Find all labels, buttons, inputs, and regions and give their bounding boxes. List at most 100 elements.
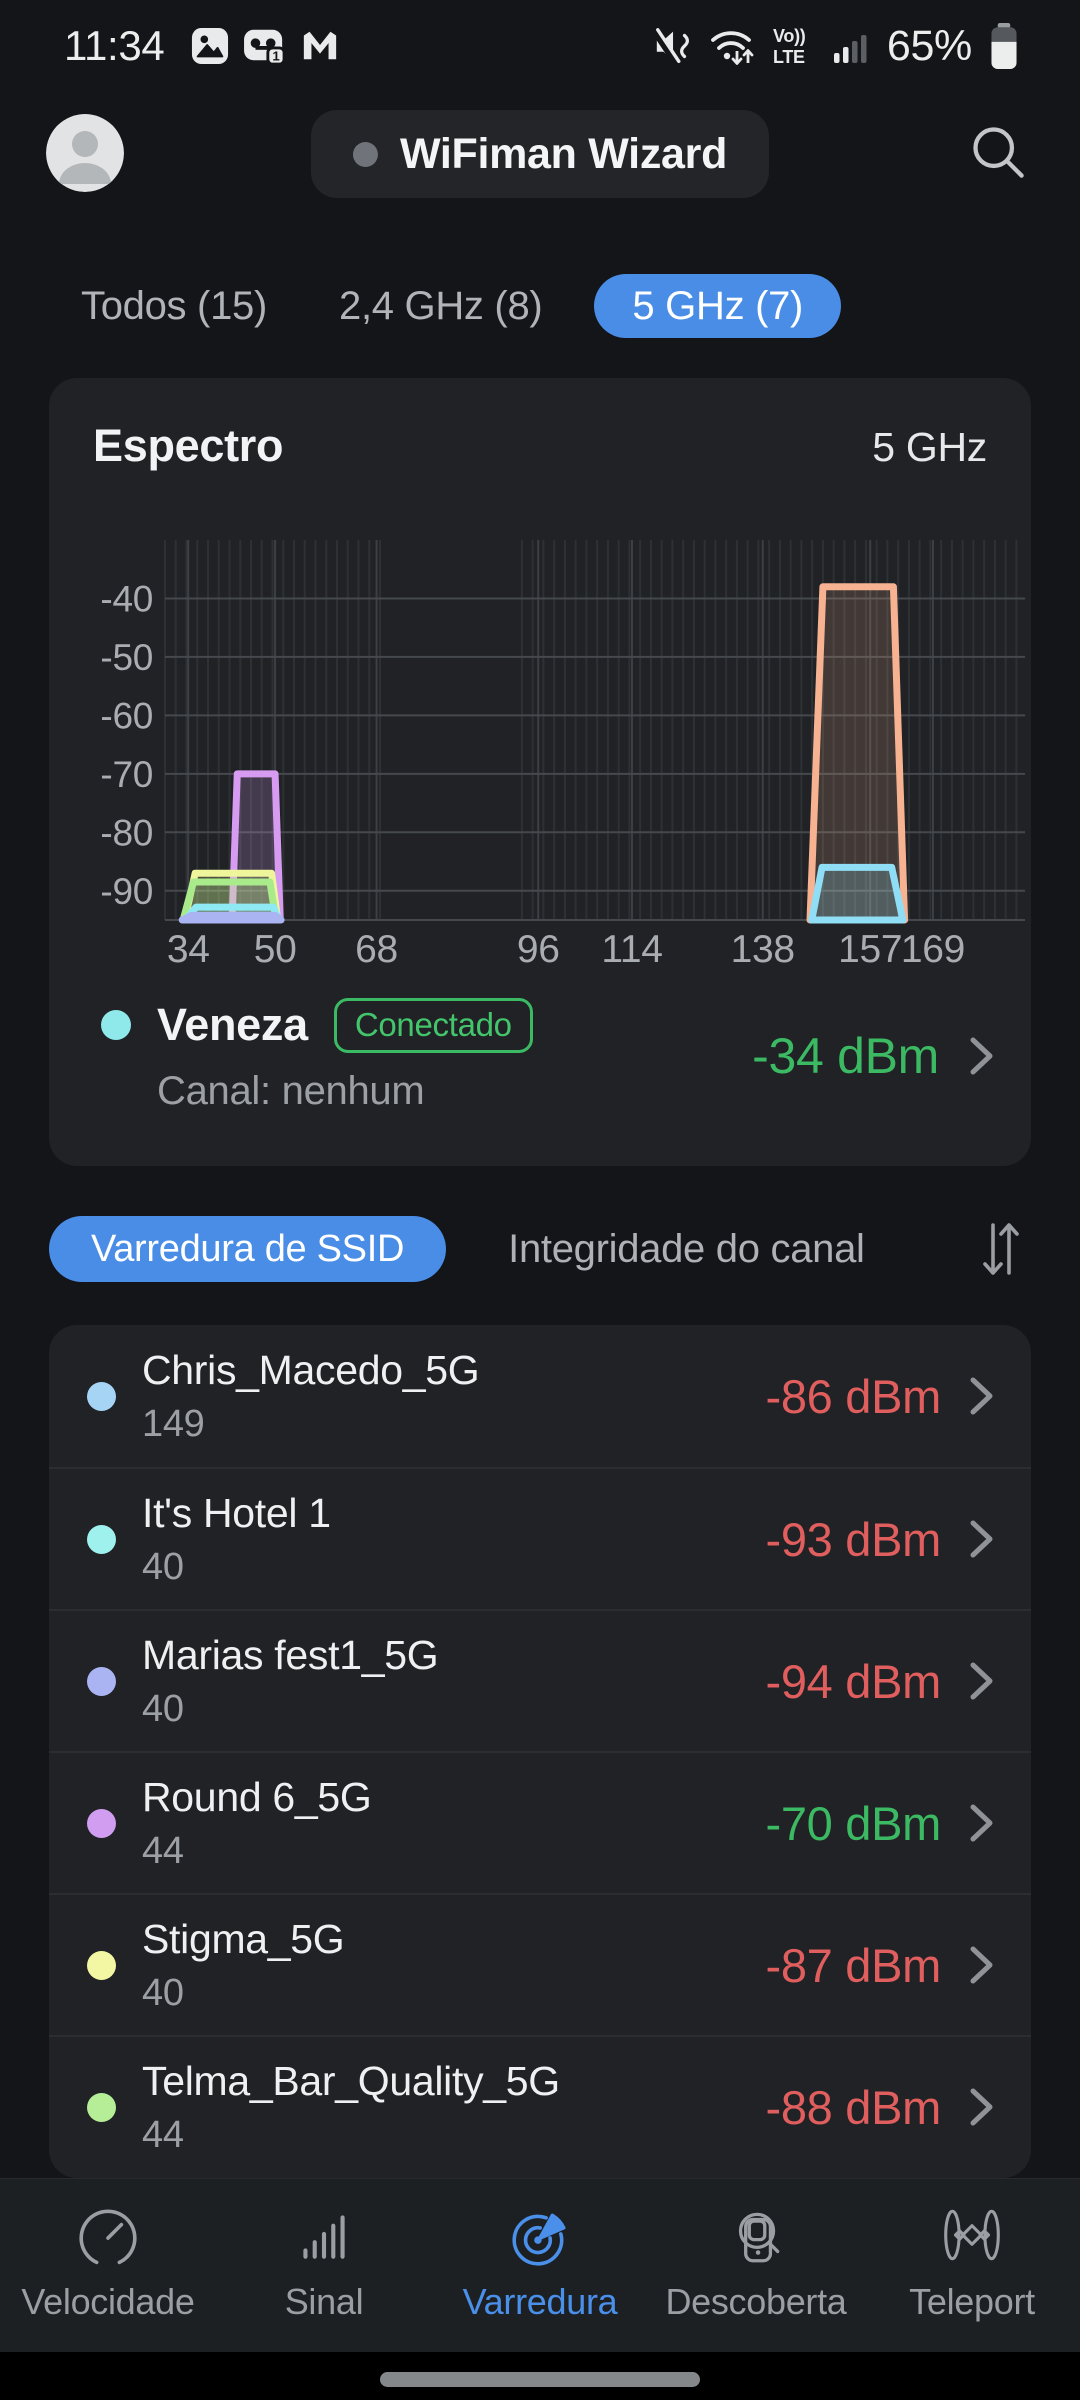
network-dot-icon <box>87 1381 116 1411</box>
spectrum-card-header: Espectro 5 GHz <box>93 420 987 472</box>
network-info: Round 6_5G 44 <box>142 1774 372 1873</box>
nav-label: Teleport <box>909 2281 1035 2322</box>
chevron-right-icon <box>970 1946 993 1984</box>
chevron-right-icon <box>970 1520 993 1558</box>
spectrum-card: Espectro 5 GHz -40 -50 -60 -70 -80 -90 34 50 68 9… <box>49 378 1031 1166</box>
radar-icon <box>507 2203 573 2269</box>
network-signal: -70 dBm <box>765 1796 941 1850</box>
network-signal: -87 dBm <box>765 1938 941 1992</box>
wifi-arrows-icon <box>710 31 754 65</box>
nav-item-teleport[interactable]: Teleport <box>864 2179 1080 2353</box>
y-axis-tick: -50 <box>100 637 153 678</box>
nav-label: Varredura <box>462 2281 618 2322</box>
gesture-area <box>0 2352 1080 2400</box>
svg-text:Vo)): Vo)) <box>773 26 806 46</box>
network-ssid: Round 6_5G <box>142 1773 372 1820</box>
network-row-stigma-5g[interactable]: Stigma_5G 40 -87 dBm <box>49 1893 1031 2035</box>
network-dot-icon <box>87 1524 116 1554</box>
network-ssid: It's Hotel 1 <box>142 1489 331 1536</box>
x-axis-tick: 50 <box>254 928 297 971</box>
network-row-round-6-5g[interactable]: Round 6_5G 44 -70 dBm <box>49 1751 1031 1893</box>
connected-network-row[interactable]: Veneza Conectado Canal: nenhum -34 dBm <box>101 974 995 1138</box>
x-axis-tick: 138 <box>731 928 795 971</box>
notification-icons: 1 <box>191 26 339 66</box>
discover-icon <box>723 2203 789 2269</box>
network-channel: 40 <box>142 1971 184 2014</box>
speedometer-icon <box>75 2203 141 2269</box>
network-ssid: Chris_Macedo_5G <box>142 1346 480 1393</box>
network-info: Stigma_5G 40 <box>142 1915 345 2015</box>
y-axis-tick: -70 <box>100 754 153 795</box>
network-signal: -86 dBm <box>765 1369 941 1423</box>
network-signal: -94 dBm <box>765 1654 941 1708</box>
battery-percent: 65% <box>886 21 972 70</box>
device-selector[interactable]: WiFiman Wizard <box>310 110 770 198</box>
network-ssid: Stigma_5G <box>142 1915 345 1962</box>
network-signal: -93 dBm <box>765 1512 941 1566</box>
teleport-icon <box>939 2203 1005 2269</box>
x-axis-tick: 169 <box>901 928 965 971</box>
x-axis-tick: 157 <box>838 928 902 971</box>
connected-badge: Conectado <box>333 998 533 1053</box>
tab-todos-15[interactable]: Todos (15) <box>81 283 267 328</box>
signal-bars-icon <box>291 2203 357 2269</box>
network-info: Telma_Bar_Quality_5G 44 <box>142 2058 560 2157</box>
chevron-right-icon <box>970 2088 993 2126</box>
gallery-notification-icon <box>191 27 228 65</box>
nav-label: Velocidade <box>21 2281 195 2322</box>
x-axis-tick: 34 <box>167 928 210 971</box>
clock: 11:34 <box>64 22 165 69</box>
nav-item-sinal[interactable]: Sinal <box>216 2179 432 2353</box>
nav-item-varredura[interactable]: Varredura <box>432 2179 648 2353</box>
network-row-telma-bar-quality-5g[interactable]: Telma_Bar_Quality_5G 44 -88 dBm <box>49 2035 1031 2177</box>
chevron-right-icon <box>970 1377 993 1415</box>
sort-button[interactable] <box>978 1216 1024 1282</box>
network-channel: 40 <box>142 1545 184 1588</box>
search-button[interactable] <box>968 122 1028 182</box>
network-channel: 149 <box>142 1402 205 1445</box>
network-info: It's Hotel 1 40 <box>142 1490 331 1589</box>
network-dot-icon <box>101 1010 131 1041</box>
connected-signal-value: -34 dBm <box>752 1028 939 1084</box>
gmail-notification-icon <box>303 31 336 60</box>
network-dot-icon <box>87 1808 116 1838</box>
y-axis-tick: -60 <box>100 695 153 736</box>
x-axis-tick: 114 <box>601 928 662 971</box>
network-ssid: Telma_Bar_Quality_5G <box>142 2057 560 2104</box>
network-row-it-s-hotel-1[interactable]: It's Hotel 1 40 -93 dBm <box>49 1467 1031 1609</box>
band-tabs: Todos (15) 2,4 GHz (8) 5 GHz (7) <box>81 270 1020 342</box>
spectrum-title: Espectro <box>93 420 284 471</box>
battery-icon <box>991 23 1017 69</box>
nav-label: Descoberta <box>665 2281 847 2322</box>
network-row-chris-macedo-5g[interactable]: Chris_Macedo_5G 149 -86 dBm <box>49 1325 1031 1467</box>
voicemail-notification-icon: 1 <box>243 29 285 66</box>
network-signal: -88 dBm <box>765 2080 941 2134</box>
network-dot-icon <box>87 1950 116 1980</box>
home-indicator[interactable] <box>380 2372 700 2387</box>
nav-item-velocidade[interactable]: Velocidade <box>0 2179 216 2353</box>
x-axis-tick: 96 <box>517 928 560 971</box>
tab-5-ghz-7[interactable]: 5 GHz (7) <box>594 274 842 338</box>
tab-2-4-ghz-8[interactable]: 2,4 GHz (8) <box>339 283 543 328</box>
cell-signal-icon <box>833 35 867 63</box>
avatar[interactable] <box>46 114 124 192</box>
nav-item-descoberta[interactable]: Descoberta <box>648 2179 864 2353</box>
svg-text:LTE: LTE <box>773 47 805 67</box>
page-title: WiFiman Wizard <box>399 129 728 178</box>
bottom-navigation: Velocidade Sinal Varredura Descoberta Telepo… <box>0 2178 1080 2353</box>
network-list-card: Chris_Macedo_5G 149 -86 dBm It's Hotel 1 40 -… <box>49 1325 1031 2178</box>
network-dot-icon <box>87 1666 116 1696</box>
ssid-scan-button[interactable]: Varredura de SSID <box>49 1216 447 1282</box>
spectrum-bar-marias-fest1-5g <box>178 911 285 924</box>
network-info: Marias fest1_5G 40 <box>142 1631 439 1731</box>
network-ssid: Marias fest1_5G <box>142 1631 439 1678</box>
network-row-marias-fest1-5g[interactable]: Marias fest1_5G 40 -94 dBm <box>49 1609 1031 1751</box>
channel-health-button[interactable]: Integridade do canal <box>508 1226 865 1271</box>
network-info: Chris_Macedo_5G 149 <box>142 1346 480 1446</box>
x-axis-tick: 68 <box>355 928 398 971</box>
y-axis-tick: -90 <box>100 871 153 912</box>
chevron-right-icon <box>970 1804 993 1842</box>
sort-arrows-icon <box>983 1223 1019 1275</box>
nav-label: Sinal <box>284 2281 364 2322</box>
